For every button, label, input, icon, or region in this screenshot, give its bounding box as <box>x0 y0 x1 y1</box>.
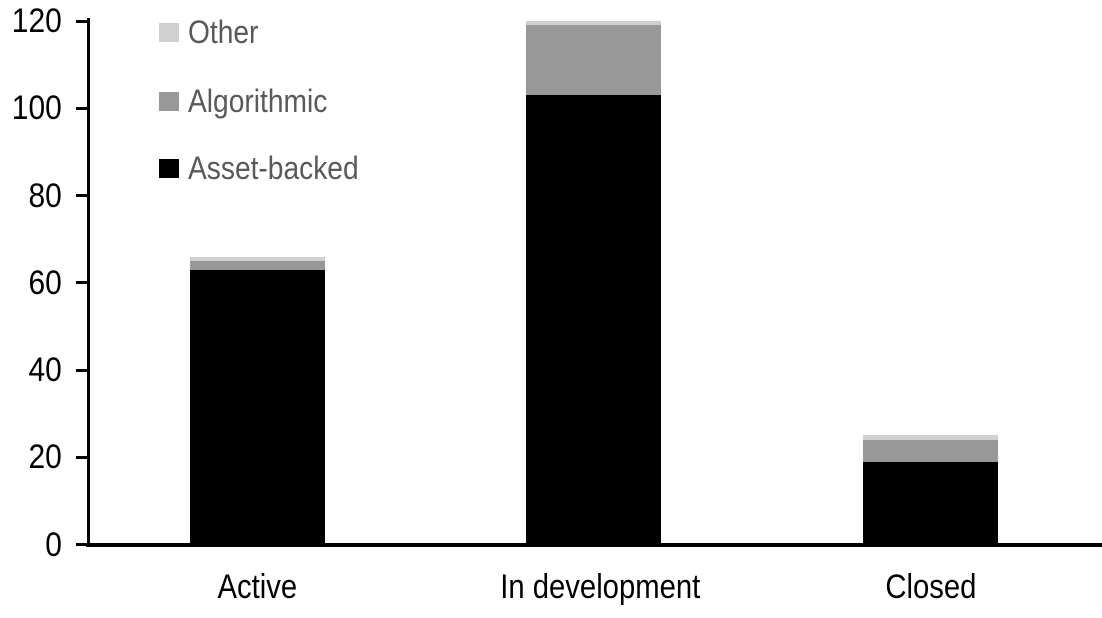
y-tick-label: 100 <box>12 89 62 128</box>
legend-label: Algorithmic <box>188 83 328 119</box>
legend-item-other: Other <box>159 15 268 49</box>
y-tick-mark <box>76 543 88 546</box>
legend-swatch-asset-backed-icon <box>159 158 179 178</box>
y-tick-label: 0 <box>45 525 62 564</box>
legend-label: Other <box>188 14 259 50</box>
bar-segment-asset-backed-closed <box>863 461 998 545</box>
y-tick-label: 20 <box>28 438 62 477</box>
bar-segment-other-in-development <box>526 21 661 26</box>
bar-segment-algorithmic-active <box>190 260 325 270</box>
y-tick-mark <box>76 194 88 197</box>
y-tick-label: 120 <box>12 2 62 40</box>
y-tick-mark <box>76 281 88 285</box>
bar-segment-other-active <box>190 256 325 261</box>
bar-segment-algorithmic-closed <box>863 439 998 462</box>
y-tick-mark <box>76 106 88 110</box>
legend-swatch-algorithmic-icon <box>159 91 179 111</box>
legend-label: Asset-backed <box>188 150 359 186</box>
y-tick-label: 80 <box>28 176 62 215</box>
bar-segment-algorithmic-in-development <box>526 25 661 96</box>
x-category-label-active: Active <box>217 568 298 606</box>
y-tick-mark <box>76 19 88 23</box>
bar-segment-asset-backed-in-development <box>526 95 661 545</box>
legend-item-asset-backed: Asset-backed <box>159 151 382 185</box>
legend-item-algorithmic: Algorithmic <box>159 84 346 118</box>
bar-segment-other-closed <box>863 435 998 440</box>
legend-swatch-other-icon <box>159 22 179 42</box>
y-tick-mark <box>76 368 88 372</box>
y-axis-line <box>87 18 90 547</box>
y-tick-label: 60 <box>28 263 62 302</box>
y-tick-label: 40 <box>28 351 62 389</box>
x-category-label-in-development: In development <box>499 568 700 606</box>
y-tick-mark <box>76 455 88 459</box>
x-category-label-closed: Closed <box>884 568 977 606</box>
bar-segment-asset-backed-active <box>190 269 325 545</box>
x-axis-line <box>86 543 1102 547</box>
